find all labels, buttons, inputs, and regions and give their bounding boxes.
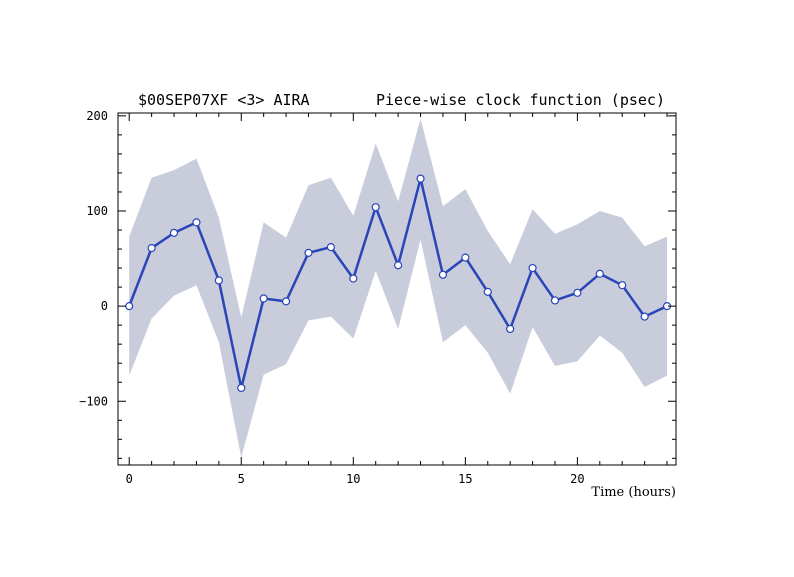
y-tick-label: 200 bbox=[86, 109, 108, 123]
y-tick-label: −100 bbox=[79, 394, 108, 408]
y-tick-label: 100 bbox=[86, 204, 108, 218]
data-point bbox=[169, 228, 179, 237]
y-tick-label: 0 bbox=[101, 299, 108, 313]
chart-title-right: Piece-wise clock function (psec) bbox=[376, 91, 665, 109]
data-point bbox=[259, 294, 268, 303]
data-point bbox=[506, 324, 515, 334]
y-tick-labels: −100 0 100 200 bbox=[79, 109, 108, 408]
uncertainty-band-layer bbox=[129, 118, 668, 458]
x-tick-labels: 0 5 10 15 20 bbox=[126, 472, 585, 486]
plot-frame bbox=[117, 112, 677, 466]
data-point bbox=[192, 218, 201, 227]
x-tick-label: 0 bbox=[126, 472, 133, 486]
data-point bbox=[326, 243, 335, 252]
data-point bbox=[618, 281, 627, 290]
uncertainty-band bbox=[129, 118, 668, 458]
data-point bbox=[349, 274, 358, 283]
data-point bbox=[147, 243, 156, 253]
data-point bbox=[304, 248, 313, 257]
data-point bbox=[394, 261, 403, 270]
data-point bbox=[438, 270, 448, 279]
data-point bbox=[461, 253, 470, 262]
x-tick-label: 20 bbox=[570, 472, 584, 486]
x-tick-label: 5 bbox=[238, 472, 245, 486]
x-tick-label: 10 bbox=[346, 472, 360, 486]
data-point bbox=[528, 263, 537, 273]
data-point bbox=[237, 383, 246, 393]
data-point bbox=[416, 174, 425, 183]
data-point bbox=[595, 269, 604, 278]
data-point bbox=[281, 297, 291, 306]
data-point bbox=[214, 276, 223, 285]
data-point bbox=[550, 296, 560, 305]
chart-title-left: $00SEP07XF <3> AIRA bbox=[138, 91, 310, 109]
data-point bbox=[573, 288, 582, 297]
data-point bbox=[483, 287, 492, 296]
data-point bbox=[640, 312, 649, 321]
x-tick-label: 15 bbox=[458, 472, 472, 486]
marker-layer bbox=[125, 174, 672, 393]
data-point bbox=[371, 203, 380, 212]
x-axis-label: Time (hours) bbox=[591, 485, 676, 500]
data-point bbox=[125, 302, 134, 311]
tick-layer bbox=[118, 113, 676, 465]
